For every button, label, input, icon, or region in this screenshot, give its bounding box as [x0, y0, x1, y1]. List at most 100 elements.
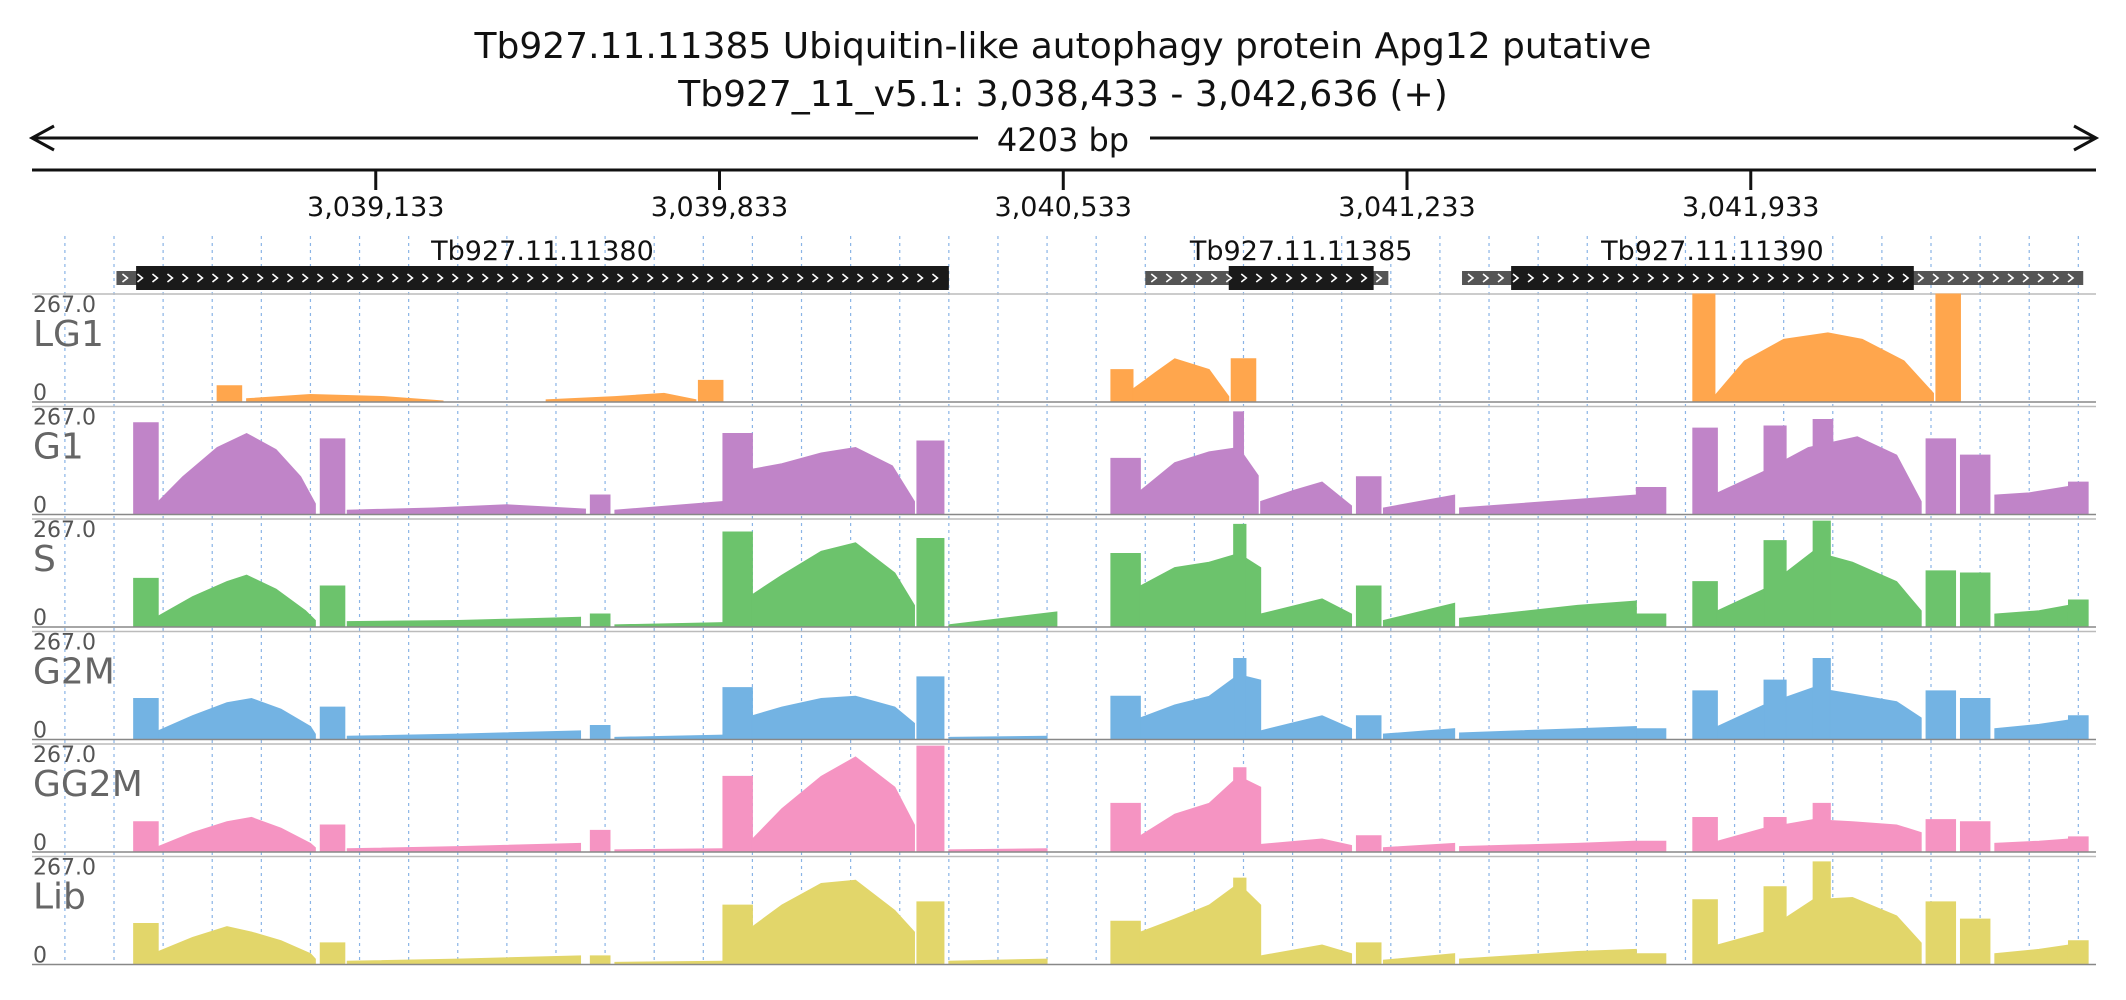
track-ymin-label: 0 — [33, 719, 47, 744]
coverage-area — [1459, 726, 1637, 740]
coverage-area — [1260, 598, 1353, 628]
coverage-area — [1382, 728, 1456, 740]
coverage-area — [1925, 690, 1957, 740]
coverage-area — [2068, 481, 2089, 515]
coverage-area — [133, 422, 159, 515]
coverage-area — [1714, 332, 1934, 403]
span-length-label: 4203 bp — [997, 121, 1129, 159]
coverage-area — [1110, 553, 1141, 628]
coverage-area — [1763, 679, 1787, 740]
coverage-area — [589, 955, 611, 965]
coverage-area — [1459, 494, 1637, 515]
coverage-area — [1382, 842, 1456, 853]
coverage-area — [319, 942, 346, 965]
coverage-area — [722, 775, 753, 853]
coverage-area — [1355, 715, 1382, 740]
coverage-area — [751, 756, 915, 853]
coverage-area — [722, 687, 753, 740]
coverage-area — [346, 504, 586, 515]
coverage-area — [1692, 427, 1718, 515]
gene-label: Tb927.11.11385 — [1189, 236, 1413, 267]
coverage-area — [1233, 658, 1247, 740]
coverage-area — [1260, 838, 1353, 853]
coverage-area — [1812, 861, 1831, 965]
coverage-area — [1139, 447, 1259, 515]
coverage-area — [1355, 835, 1382, 853]
coverage-area — [1763, 425, 1787, 515]
track-ymin-label: 0 — [33, 606, 47, 631]
coverage-area — [2068, 836, 2089, 853]
coverage-area — [346, 616, 582, 628]
gene-label: Tb927.11.11380 — [430, 236, 654, 267]
coverage-area — [1994, 719, 2069, 740]
coverage-area — [589, 613, 611, 628]
coverage-area — [1233, 767, 1247, 853]
coverage-area — [157, 816, 316, 853]
coverage-area — [2068, 715, 2089, 740]
coverage-area — [1233, 877, 1247, 965]
coverage-area — [1110, 920, 1141, 965]
coverage-area — [1260, 481, 1353, 515]
coverage-area — [1763, 886, 1787, 965]
coverage-area — [1139, 775, 1262, 853]
location-label: Tb927_11_v5.1: 3,038,433 - 3,042,636 (+) — [677, 74, 1448, 115]
figure-title: Tb927.11.11385 Ubiquitin-like autophagy … — [474, 26, 1652, 67]
gene-cds — [136, 266, 949, 290]
track-gg2m: 267.0 0 GG2M — [32, 743, 2096, 856]
track-name: Lib — [33, 877, 86, 918]
track-ymax-label: 267.0 — [33, 293, 96, 318]
coverage-area — [589, 724, 611, 740]
coverage-area — [1925, 819, 1957, 853]
coverage-area — [1763, 816, 1787, 853]
coverage-area — [1382, 953, 1456, 965]
coverage-area — [133, 821, 159, 853]
coverage-area — [916, 901, 945, 965]
coverage-area — [916, 440, 945, 515]
track-ymax-label: 267.0 — [33, 631, 96, 656]
coverage-area — [1925, 901, 1957, 965]
gene-cds — [1228, 266, 1374, 290]
right-arrowhead-icon — [2073, 124, 2100, 152]
coverage-area — [157, 574, 316, 628]
track-ymax-label: 267.0 — [33, 856, 96, 881]
coverage-area — [1635, 840, 1667, 853]
track-ymin-label: 0 — [33, 494, 47, 519]
coverage-area — [246, 393, 444, 403]
track-ymin-label: 0 — [33, 944, 47, 969]
coverage-area — [1935, 293, 1961, 403]
track-name: G1 — [33, 427, 84, 468]
coverage-area — [319, 438, 346, 515]
coverage-area — [1110, 695, 1141, 740]
track-lg1: 267.0 0 LG1 — [32, 293, 2096, 406]
track-ymin-label: 0 — [33, 831, 47, 856]
coverage-area — [1635, 728, 1667, 740]
coverage-area — [751, 695, 915, 740]
coverage-area — [589, 829, 611, 853]
coverage-area — [346, 730, 582, 740]
left-arrowhead-icon — [28, 124, 55, 152]
coverage-area — [1110, 802, 1141, 853]
coverage-area — [1110, 369, 1134, 403]
coverage-area — [1959, 572, 1991, 628]
coverage-area — [1635, 953, 1667, 965]
coverage-area — [1925, 570, 1957, 628]
coverage-area — [1355, 942, 1382, 965]
coverage-area — [1959, 821, 1991, 853]
coverage-area — [1692, 816, 1718, 853]
track-ymax-label: 267.0 — [33, 518, 96, 543]
coverage-area — [133, 577, 159, 628]
coverage-area — [1139, 882, 1262, 965]
coverage-area — [722, 904, 753, 965]
coverage-area — [1925, 438, 1957, 515]
coverage-area — [1635, 487, 1667, 515]
coverage-area — [1994, 838, 2069, 853]
coverage-area — [1692, 293, 1716, 403]
coverage-area — [1110, 457, 1141, 515]
coverage-area — [1233, 523, 1247, 628]
coverage-area — [1459, 600, 1637, 628]
track-name: GG2M — [33, 764, 143, 805]
coverage-area — [133, 697, 159, 740]
coverage-tracks: 267.00LG1267.00G1267.00S267.00G2M267.00G… — [32, 293, 2096, 969]
track-lib: 267.0 0 Lib — [32, 856, 2096, 969]
coverage-area — [1812, 658, 1831, 740]
